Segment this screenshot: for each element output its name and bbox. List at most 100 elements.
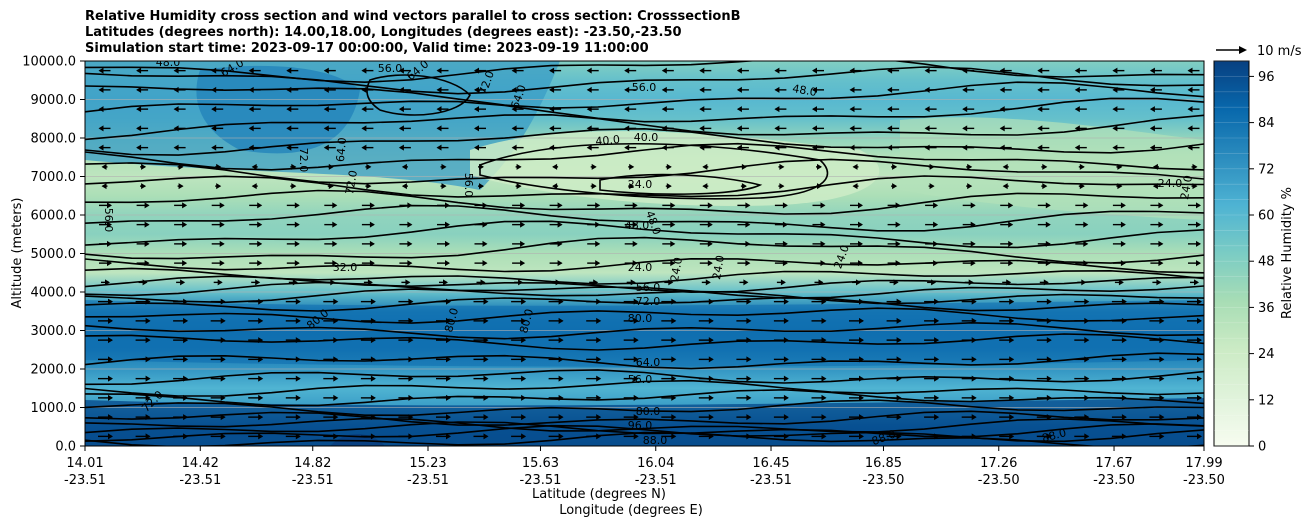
wind-vector-head-icon	[971, 317, 977, 324]
wind-vector-head-icon	[482, 240, 488, 247]
colorbar-tick-label: 60	[1258, 209, 1275, 224]
wind-vector-head-icon	[999, 106, 1005, 113]
wind-vector-head-icon	[630, 279, 636, 286]
wind-vector-head-icon	[586, 67, 592, 74]
wind-vector-head-icon	[294, 202, 300, 209]
wind-vector-head-icon	[398, 67, 404, 74]
wind-vector-head-icon	[1196, 221, 1201, 228]
wind-vector-head-icon	[521, 394, 527, 401]
wind-vector-head-icon	[332, 221, 338, 228]
contour-line	[85, 410, 1204, 426]
wind-vector-head-icon	[1149, 67, 1155, 74]
wind-vector-head-icon	[812, 86, 817, 93]
wind-vector-head-icon	[821, 394, 827, 401]
wind-vector-head-icon	[859, 317, 864, 324]
wind-vector-head-icon	[330, 279, 336, 286]
wind-vector-head-icon	[929, 163, 935, 170]
contour-line	[366, 74, 471, 116]
wind-vector-head-icon	[934, 298, 940, 305]
wind-vector-head-icon	[924, 125, 930, 132]
contour-line	[85, 424, 1204, 443]
wind-vector-head-icon	[661, 67, 667, 74]
wind-vector-head-icon	[483, 433, 489, 440]
wind-vector-head-icon	[1149, 86, 1155, 93]
wind-vector-head-icon	[1009, 433, 1015, 440]
wind-vector-head-icon	[591, 163, 597, 170]
wind-vector-head-icon	[1121, 317, 1127, 324]
wind-vector-head-icon	[821, 356, 827, 363]
wind-vector-head-icon	[1081, 279, 1087, 286]
wind-vector-head-icon	[173, 125, 179, 132]
x-tick-label-lat: 15.23	[409, 456, 446, 471]
wind-vector-head-icon	[408, 337, 414, 344]
contour-label: 24.0	[1158, 177, 1183, 190]
wind-vector-head-icon	[821, 414, 827, 421]
wind-vector-head-icon	[595, 202, 601, 209]
wind-vector-head-icon	[521, 414, 527, 421]
wind-vector-head-icon	[661, 86, 667, 93]
wind-vector-head-icon	[294, 221, 300, 228]
wind-vector-head-icon	[183, 337, 189, 344]
wind-vector-head-icon	[366, 163, 372, 170]
colorbar: 0 12 24 36 48 60 72 84 96	[1213, 60, 1275, 455]
contour-line	[85, 158, 1204, 185]
wind-vector-head-icon	[859, 414, 864, 421]
wind-vector-head-icon	[736, 86, 742, 93]
contour-label: 24.0	[668, 256, 685, 282]
wind-vector-head-icon	[1159, 356, 1165, 363]
wind-vector-head-icon	[1046, 298, 1052, 305]
wind-vector-head-icon	[328, 163, 334, 170]
wind-vector-head-icon	[708, 317, 714, 324]
x-tick-label-lat: 14.82	[294, 456, 331, 471]
wind-vector-head-icon	[924, 67, 930, 74]
contour-label: 96.0	[628, 419, 653, 432]
wind-vector-head-icon	[258, 337, 264, 344]
wind-vector-head-icon	[136, 144, 142, 151]
wind-vector-head-icon	[558, 375, 564, 382]
wind-vector-head-icon	[821, 433, 827, 440]
wind-vector-head-icon	[1187, 106, 1193, 113]
wind-vector-head-icon	[596, 394, 602, 401]
wind-vector-head-icon	[817, 163, 822, 170]
contour-line	[85, 175, 1204, 198]
wind-vector-head-icon	[255, 279, 261, 286]
wind-vector-head-icon	[708, 356, 714, 363]
x-tick-label-lon: -23.50	[1183, 473, 1225, 488]
wind-vector-head-icon	[211, 86, 217, 93]
wind-vector-head-icon	[1121, 433, 1127, 440]
contour-line	[85, 296, 1204, 312]
wind-vector-head-icon	[446, 356, 451, 363]
wind-vector-head-icon	[1009, 394, 1015, 401]
wind-vector-head-icon	[858, 260, 863, 267]
wind-vector-head-icon	[1120, 260, 1126, 267]
wind-vector-head-icon	[136, 67, 142, 74]
wind-vector-head-icon	[595, 240, 601, 247]
wind-vector-head-icon	[482, 221, 488, 228]
wind-vector-head-icon	[107, 240, 112, 247]
wind-vector-head-icon	[436, 125, 442, 132]
contour-label: 56.0	[636, 281, 661, 294]
wind-vector-head-icon	[1112, 106, 1118, 113]
wind-vector-head-icon	[895, 260, 901, 267]
wind-vector-head-icon	[1042, 183, 1048, 190]
wind-vector-head-icon	[633, 298, 639, 305]
x-tick-label-lat: 17.67	[1095, 456, 1132, 471]
wind-vector-head-icon	[746, 298, 752, 305]
wind-vector-head-icon	[1037, 106, 1043, 113]
x-tick-label-lon: -23.51	[292, 473, 334, 488]
wind-vector-head-icon	[361, 67, 367, 74]
rh-patch	[470, 131, 880, 206]
wind-vector-head-icon	[774, 86, 780, 93]
wind-vector-head-icon	[558, 433, 564, 440]
wind-vector-head-icon	[924, 144, 930, 151]
wind-vector-head-icon	[441, 163, 447, 170]
wind-vector-head-icon	[1120, 202, 1126, 209]
wind-vector-head-icon	[707, 260, 713, 267]
wind-vector-head-icon	[633, 433, 639, 440]
wind-vector-head-icon	[887, 106, 893, 113]
wind-vector-head-icon	[521, 298, 527, 305]
contour-label: 24.0	[710, 254, 727, 280]
wind-vector-head-icon	[292, 279, 298, 286]
wind-vector-head-icon	[624, 125, 630, 132]
